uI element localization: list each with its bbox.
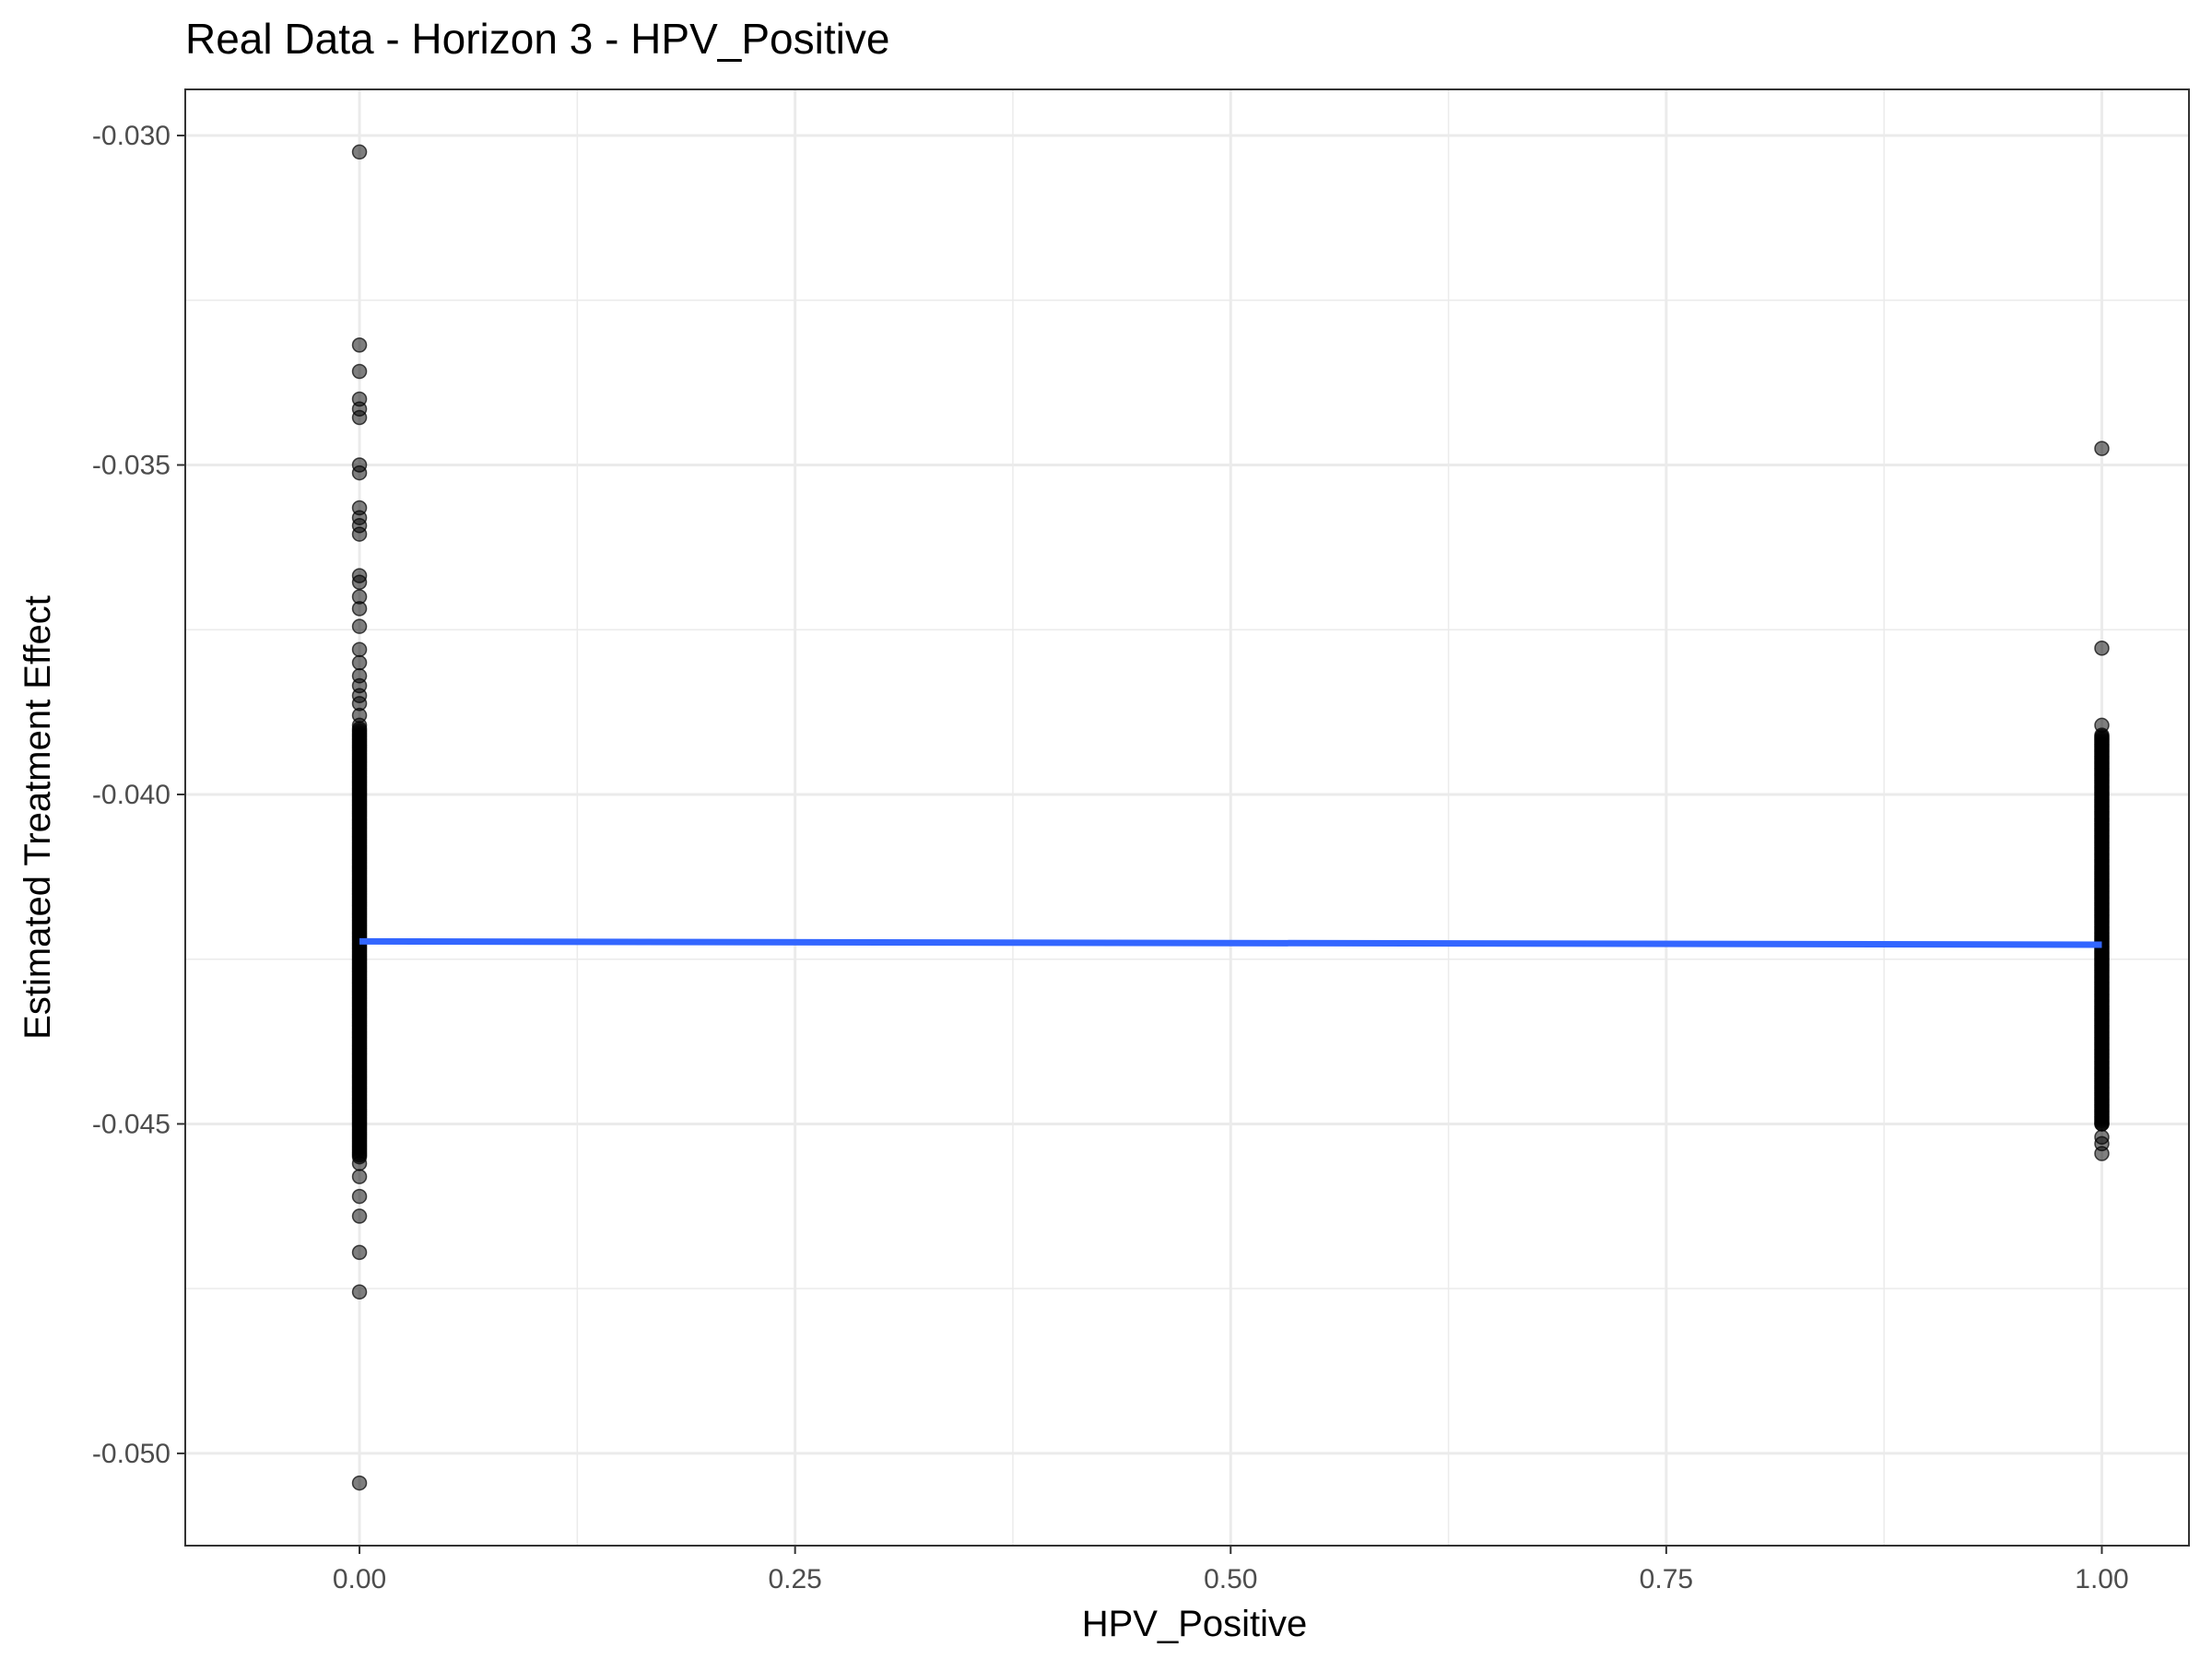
data-point <box>351 1169 368 1184</box>
y-tick-label: -0.035 <box>92 451 171 481</box>
data-point <box>351 618 368 634</box>
data-point <box>351 1244 368 1261</box>
y-tick-label: -0.050 <box>92 1439 171 1469</box>
data-point <box>351 654 368 671</box>
data-point <box>351 337 368 353</box>
plot-background <box>185 89 2189 1546</box>
data-point <box>351 574 368 591</box>
data-point <box>351 641 368 657</box>
y-tick-label: -0.040 <box>92 780 171 810</box>
data-point <box>351 409 368 426</box>
data-point <box>351 526 368 542</box>
data-point <box>351 465 368 481</box>
x-tick-label: 0.00 <box>333 1564 386 1594</box>
data-point <box>351 363 368 380</box>
x-tick-label: 0.75 <box>1640 1564 1693 1594</box>
data-point <box>2094 441 2110 456</box>
y-tick-label: -0.045 <box>92 1109 171 1139</box>
x-axis-ticks: 0.00 0.25 0.50 0.75 1.00 <box>333 1546 2129 1594</box>
fit-line-layer <box>359 937 2102 948</box>
y-tick-label: -0.030 <box>92 121 171 151</box>
data-point <box>351 1208 368 1224</box>
data-point <box>351 1475 368 1491</box>
plot-border <box>184 88 2190 1547</box>
data-points <box>351 144 2110 1491</box>
x-tick-label: 0.25 <box>768 1564 821 1594</box>
data-point <box>351 721 368 736</box>
chart-title: Real Data - Horizon 3 - HPV_Positive <box>185 15 889 63</box>
x-axis-title: HPV_Positive <box>1082 1604 1308 1644</box>
data-point <box>351 1188 368 1205</box>
y-axis-ticks: -0.050 -0.045 -0.040 -0.035 -0.030 <box>92 121 185 1469</box>
y-axis-title: Estimated Treatment Effect <box>18 595 58 1040</box>
data-point <box>2094 641 2110 656</box>
data-point <box>351 1284 368 1300</box>
data-point <box>351 144 368 160</box>
fit-line <box>359 937 2102 948</box>
data-point <box>351 601 368 617</box>
x-tick-label: 0.50 <box>1204 1564 1257 1594</box>
x-tick-label: 1.00 <box>2075 1564 2128 1594</box>
minor-gridlines <box>185 89 2189 1546</box>
data-point <box>2094 727 2110 743</box>
data-point <box>2094 1146 2110 1161</box>
